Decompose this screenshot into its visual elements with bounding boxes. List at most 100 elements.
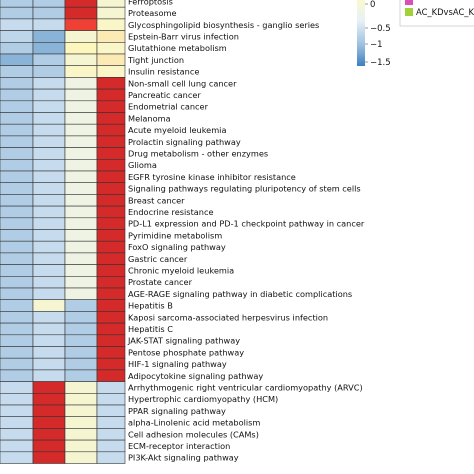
heatmap-cell — [96, 346, 126, 359]
color-scale-tick-label: −1.5 — [370, 58, 391, 68]
heatmap-cell — [96, 65, 126, 78]
row-label: Pyrimidine metabolism — [128, 230, 222, 240]
heatmap-cell — [64, 287, 98, 300]
heatmap-cell — [96, 392, 126, 406]
heatmap-cell — [96, 0, 126, 8]
heatmap-cell — [96, 53, 126, 66]
heatmap-cell — [96, 229, 126, 242]
heatmap-cell — [0, 147, 34, 160]
heatmap-cell — [32, 346, 66, 359]
heatmap-cell — [64, 240, 98, 254]
heatmap-cell — [32, 439, 66, 453]
heatmap-cell — [32, 18, 66, 31]
heatmap-cell — [0, 194, 34, 207]
heatmap-cell — [64, 65, 98, 78]
heatmap-cell — [96, 287, 126, 300]
heatmap-cell — [0, 275, 34, 289]
row-label: Pancreatic cancer — [128, 90, 201, 100]
heatmap-cell — [96, 18, 126, 31]
heatmap-cell — [64, 428, 98, 441]
heatmap-cell — [32, 205, 66, 219]
heatmap-cell — [64, 159, 98, 172]
row-label: Melanoma — [128, 113, 171, 123]
row-label: Ferroptosis — [128, 0, 173, 6]
heatmap-cell — [64, 311, 98, 324]
heatmap-cell — [32, 217, 66, 230]
heatmap-cell — [64, 170, 98, 183]
heatmap-cell — [32, 30, 66, 43]
heatmap-cell — [96, 135, 126, 148]
heatmap-cell — [96, 357, 126, 371]
color-scale-gradient — [357, 0, 365, 66]
heatmap-cell — [96, 112, 126, 125]
heatmap-cell — [96, 439, 126, 453]
row-label: Prostate cancer — [128, 277, 193, 287]
heatmap-cell — [0, 123, 34, 137]
heatmap-cell — [96, 299, 126, 312]
heatmap-cell — [64, 439, 98, 453]
heatmap-cell — [0, 299, 34, 312]
heatmap-cell — [0, 159, 34, 172]
heatmap-cell — [64, 147, 98, 160]
heatmap-cell — [0, 100, 34, 113]
row-label: ECM-receptor interaction — [128, 441, 230, 451]
row-label: Proteasome — [128, 8, 177, 18]
heatmap-cell — [64, 100, 98, 113]
heatmap-cell — [0, 381, 34, 394]
heatmap-cell — [32, 392, 66, 406]
heatmap-cell — [64, 53, 98, 66]
heatmap-cell — [0, 252, 34, 265]
row-label: Hepatitis B — [128, 301, 173, 311]
row-label: Endocrine resistance — [128, 207, 214, 217]
heatmap-cell — [96, 159, 126, 172]
heatmap-cell — [64, 88, 98, 102]
row-label: Prolactin signaling pathway — [128, 137, 241, 147]
heatmap-cell — [96, 311, 126, 324]
heatmap-cell — [0, 322, 34, 336]
row-label: Glioma — [128, 160, 157, 170]
heatmap-cell — [0, 287, 34, 300]
heatmap-cell — [32, 287, 66, 300]
heatmap-cell — [32, 88, 66, 102]
heatmap-cell — [64, 205, 98, 219]
heatmap-cell — [96, 416, 126, 429]
heatmap-cell — [32, 6, 66, 20]
heatmap-cell — [32, 53, 66, 66]
heatmap-cell — [96, 240, 126, 254]
heatmap-cell — [32, 123, 66, 137]
row-label: Glutathione metabolism — [128, 43, 227, 53]
heatmap-cell — [64, 135, 98, 148]
heatmap-cell — [0, 428, 34, 441]
heatmap-cell — [96, 264, 126, 277]
row-labels: Ferroptosis Proteasome Glycosphingolipid b… — [127, 0, 365, 463]
heatmap-cell — [64, 252, 98, 265]
row-label: HIF-1 signaling pathway — [128, 359, 227, 369]
row-label: alpha-Linolenic acid metabolism — [128, 418, 260, 428]
heatmap-cell — [64, 322, 98, 336]
row-label: Drug metabolism - other enzymes — [128, 148, 268, 158]
row-label: Tight junction — [127, 55, 184, 65]
color-scale-bar: 0 −0.5 −1 −1.5 — [357, 0, 391, 68]
heatmap-cell — [64, 0, 98, 8]
row-label: Adipocytokine signaling pathway — [128, 371, 263, 381]
heatmap-cell — [0, 404, 34, 417]
heatmap-cell — [0, 53, 34, 66]
heatmap-cell — [96, 217, 126, 230]
heatmap-cell — [0, 229, 34, 242]
heatmap-cell — [32, 264, 66, 277]
heatmap-cell — [96, 334, 126, 347]
heatmap-cell — [32, 159, 66, 172]
row-label: FoxO signaling pathway — [128, 242, 226, 252]
heatmap-cell — [96, 123, 126, 137]
row-label: Pentose phosphate pathway — [128, 347, 244, 357]
heatmap-cell — [32, 357, 66, 371]
heatmap-cell — [64, 346, 98, 359]
heatmap-cell — [64, 369, 98, 382]
heatmap-cell — [0, 18, 34, 31]
heatmap-cell — [0, 217, 34, 230]
row-label: Chronic myeloid leukemia — [128, 265, 234, 275]
heatmap-cell — [32, 41, 66, 55]
heatmap-cell — [96, 88, 126, 102]
heatmap-cell — [96, 381, 126, 394]
row-label: Hypertrophic cardiomyopathy (HCM) — [128, 394, 278, 404]
